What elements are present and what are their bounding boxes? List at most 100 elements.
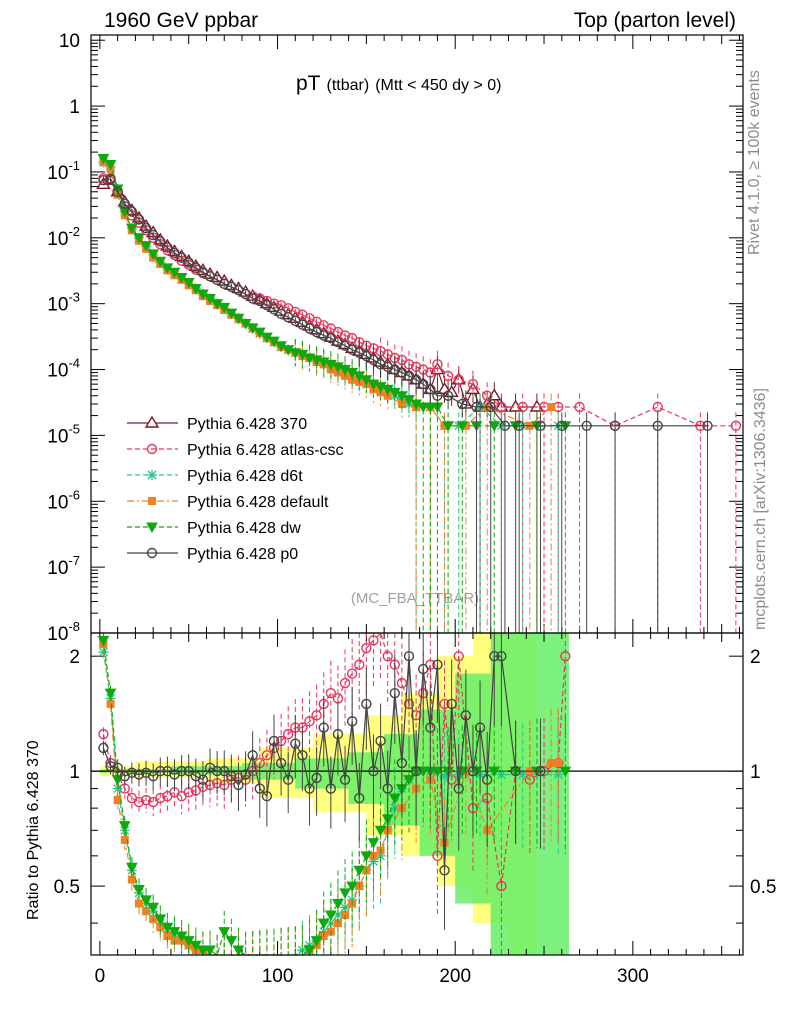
legend-label: Pythia 6.428 atlas-csc bbox=[187, 442, 344, 459]
ratio-data-point bbox=[112, 762, 123, 774]
main-data-point bbox=[442, 390, 454, 401]
ratio-data-point bbox=[106, 699, 115, 708]
x-tick-label: 100 bbox=[262, 966, 294, 987]
ratio-data-point bbox=[147, 902, 160, 914]
ratio-data-point bbox=[339, 677, 351, 689]
main-data-point bbox=[581, 420, 592, 431]
main-data-point bbox=[169, 247, 180, 259]
ratio-data-point bbox=[496, 650, 507, 662]
ratio-data-point bbox=[332, 728, 344, 740]
main-data-point bbox=[225, 308, 238, 320]
main-data-point bbox=[147, 249, 160, 260]
ratio-data-point bbox=[453, 783, 464, 794]
tick-base: 10 bbox=[47, 558, 68, 579]
ratio-data-point bbox=[147, 770, 159, 782]
ratio-data-point bbox=[439, 698, 450, 710]
title-sub1: (ttbar) bbox=[327, 77, 370, 94]
main-title: pT (ttbar) (Mtt < 450 dy > 0) bbox=[296, 72, 501, 95]
ratio-data-point bbox=[368, 856, 379, 867]
main-data-point bbox=[432, 359, 443, 370]
ratio-data-point bbox=[496, 880, 507, 892]
ratio-data-point bbox=[297, 750, 308, 761]
ratio-series-line bbox=[102, 631, 566, 887]
legend-label: Pythia 6.428 p0 bbox=[187, 546, 298, 563]
ratio-data-point bbox=[382, 783, 393, 794]
ratio-data-point bbox=[134, 899, 143, 908]
main-data-point bbox=[547, 402, 556, 411]
ratio-data-point bbox=[113, 796, 122, 805]
main-data-point bbox=[389, 364, 400, 375]
ratio-data-point bbox=[339, 888, 351, 899]
main-data-point bbox=[346, 344, 358, 355]
ratio-data-point bbox=[467, 765, 479, 777]
ratio-plot-frame bbox=[90, 632, 744, 956]
ratio-data-point bbox=[304, 783, 315, 794]
ratio-data-point bbox=[560, 650, 571, 662]
main-data-point bbox=[467, 378, 479, 390]
ratio-data-point bbox=[535, 765, 546, 777]
rivet-label: Rivet 4.1.0, ≥ 100k events bbox=[746, 70, 763, 255]
main-data-point bbox=[730, 420, 742, 431]
ratio-y-tick-label: 1 bbox=[69, 762, 80, 783]
ratio-data-point bbox=[261, 790, 273, 802]
ratio-data-point bbox=[118, 821, 131, 832]
ratio-data-point bbox=[375, 850, 386, 861]
main-y-tick-label: 10-7 bbox=[47, 553, 80, 579]
ratio-data-point bbox=[126, 767, 138, 779]
main-data-point bbox=[104, 159, 117, 171]
tick-exponent: -5 bbox=[68, 421, 80, 436]
tick-base: 10 bbox=[47, 426, 68, 447]
tick-base: 10 bbox=[47, 295, 68, 316]
ratio-data-point bbox=[275, 757, 287, 769]
ratio-data-point bbox=[303, 945, 316, 957]
ratio-data-point bbox=[156, 923, 165, 932]
main-data-point bbox=[105, 173, 116, 185]
main-data-point bbox=[126, 223, 138, 235]
main-series-5 bbox=[98, 173, 713, 633]
ratio-data-point bbox=[488, 766, 501, 778]
main-data-point bbox=[155, 236, 166, 247]
main-data-point bbox=[133, 233, 145, 244]
legend: Pythia 6.428 370 Pythia 6.428 atlas-csc Py… bbox=[127, 415, 344, 563]
main-data-point bbox=[126, 206, 138, 217]
x-tick-label: 200 bbox=[439, 966, 471, 987]
ratio-data-point bbox=[325, 687, 337, 699]
ratio-y-tick-label: 2 bbox=[69, 647, 80, 668]
ratio-data-point bbox=[163, 932, 172, 941]
ratio-data-point bbox=[388, 793, 401, 805]
main-data-point bbox=[471, 401, 482, 413]
main-data-point bbox=[218, 302, 231, 314]
tick-base: 10 bbox=[47, 163, 68, 184]
legend-marker bbox=[146, 522, 158, 534]
ratio-data-point bbox=[382, 650, 393, 662]
main-y-tick-label: 10-2 bbox=[47, 224, 80, 250]
ratio-data-point bbox=[219, 765, 230, 777]
legend-marker bbox=[148, 497, 156, 505]
main-y-tick-label: 10-1 bbox=[47, 158, 80, 184]
main-data-point bbox=[119, 198, 130, 209]
main-data-point bbox=[133, 214, 145, 225]
ratio-data-point bbox=[410, 765, 422, 777]
ratio-data-point bbox=[310, 936, 323, 947]
ratio-data-point bbox=[98, 742, 109, 754]
ratio-data-point bbox=[481, 774, 493, 785]
legend-label: Pythia 6.428 370 bbox=[187, 416, 307, 433]
ratio-data-point bbox=[98, 728, 109, 740]
main-data-point bbox=[98, 174, 109, 186]
ratio-data-point bbox=[396, 757, 408, 769]
ratio-y-tick-label-right: 1 bbox=[750, 762, 761, 783]
tick-exponent: -3 bbox=[68, 290, 80, 305]
ratio-data-point bbox=[367, 838, 380, 849]
ratio-data-point bbox=[155, 765, 166, 777]
tick-base: 10 bbox=[47, 492, 68, 513]
tick-exponent: -8 bbox=[68, 619, 80, 634]
ratio-data-point bbox=[442, 766, 454, 778]
ratio-data-point bbox=[432, 659, 443, 670]
ratio-data-point bbox=[311, 710, 322, 721]
main-data-point bbox=[652, 401, 663, 413]
ratio-data-point bbox=[389, 687, 400, 699]
ratio-series-4 bbox=[98, 633, 546, 930]
main-y-tick-label: 10-4 bbox=[47, 356, 80, 382]
main-data-point bbox=[147, 229, 159, 241]
ratio-data-point bbox=[247, 750, 258, 761]
